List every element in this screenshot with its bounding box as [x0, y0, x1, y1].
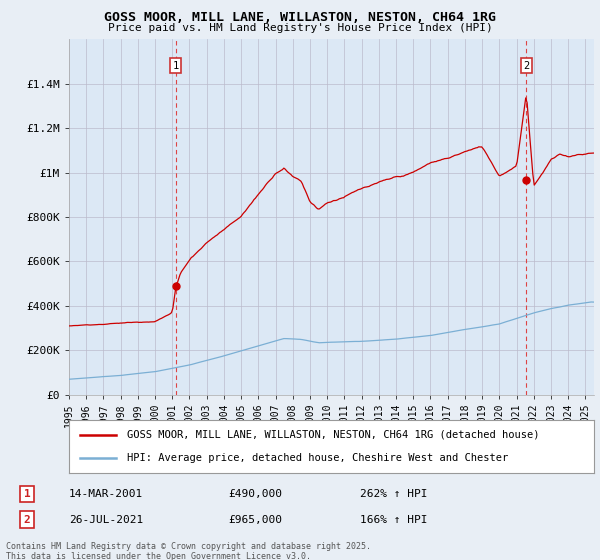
Text: 166% ↑ HPI: 166% ↑ HPI: [360, 515, 427, 525]
Text: 14-MAR-2001: 14-MAR-2001: [69, 489, 143, 499]
Text: HPI: Average price, detached house, Cheshire West and Chester: HPI: Average price, detached house, Ches…: [127, 453, 508, 463]
Text: 26-JUL-2021: 26-JUL-2021: [69, 515, 143, 525]
Text: 1: 1: [173, 61, 179, 71]
Text: £490,000: £490,000: [228, 489, 282, 499]
Text: 1: 1: [23, 489, 31, 499]
Text: 262% ↑ HPI: 262% ↑ HPI: [360, 489, 427, 499]
Text: 2: 2: [23, 515, 31, 525]
Text: GOSS MOOR, MILL LANE, WILLASTON, NESTON, CH64 1RG (detached house): GOSS MOOR, MILL LANE, WILLASTON, NESTON,…: [127, 430, 539, 440]
Text: Contains HM Land Registry data © Crown copyright and database right 2025.
This d: Contains HM Land Registry data © Crown c…: [6, 542, 371, 560]
Text: 2: 2: [523, 61, 529, 71]
Text: Price paid vs. HM Land Registry's House Price Index (HPI): Price paid vs. HM Land Registry's House …: [107, 23, 493, 33]
Text: GOSS MOOR, MILL LANE, WILLASTON, NESTON, CH64 1RG: GOSS MOOR, MILL LANE, WILLASTON, NESTON,…: [104, 11, 496, 24]
Text: £965,000: £965,000: [228, 515, 282, 525]
